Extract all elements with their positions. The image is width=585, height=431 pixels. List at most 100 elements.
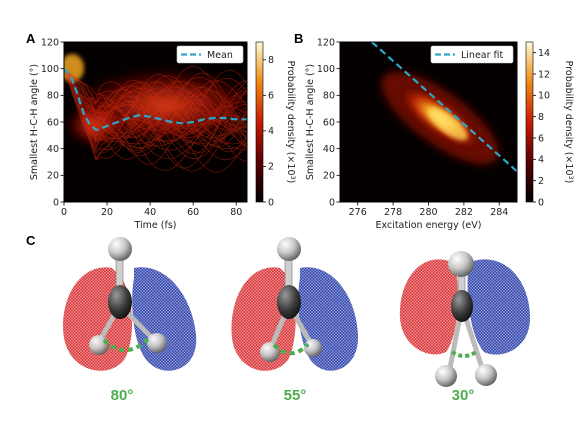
legend-mean-label: Mean bbox=[207, 50, 233, 61]
panel-b-colorbar-ticks: 0 2 4 6 8 10 12 14 bbox=[533, 48, 550, 208]
trajectory-trace bbox=[64, 68, 247, 161]
angle-arc bbox=[272, 342, 310, 356]
panel-a-y-label: Smallest H-C-H angle (°) bbox=[29, 64, 40, 180]
hydrogen-atom bbox=[89, 335, 109, 355]
hydrogen-atom bbox=[448, 251, 474, 277]
y-tick-label: 60 bbox=[323, 117, 335, 128]
blue-orbital-lobe bbox=[467, 259, 530, 355]
molecule-55: 55° bbox=[231, 237, 359, 404]
colorbar-tick-label: 4 bbox=[268, 126, 274, 137]
panel-a-colorbar-label: Probability density (×103) bbox=[285, 61, 297, 184]
blue-orbital-lobe bbox=[132, 267, 197, 371]
panel-a-density bbox=[64, 54, 247, 173]
panel-b-colorbar: 0 2 4 6 8 10 12 14 Probability density (×103) bbox=[525, 41, 575, 208]
colorbar-tick-label: 4 bbox=[538, 155, 544, 166]
trajectory-trace bbox=[64, 68, 247, 142]
legend-fit-label: Linear fit bbox=[461, 50, 504, 61]
angle-label-55: 55° bbox=[284, 387, 307, 404]
panel-a-legend: Mean bbox=[176, 45, 244, 64]
blue-orbital-lobe bbox=[298, 267, 359, 371]
x-tick-label: 282 bbox=[455, 207, 473, 218]
x-tick-label: 20 bbox=[101, 207, 113, 218]
trajectory-trace bbox=[64, 68, 247, 151]
y-tick-label: 0 bbox=[329, 197, 335, 208]
panel-a-colorbar: 0 2 4 6 8 Probability density (×103) bbox=[255, 41, 297, 208]
colorbar-tick-label: 10 bbox=[538, 91, 550, 102]
y-tick-label: 120 bbox=[317, 37, 335, 48]
colorbar-tick-label: 2 bbox=[538, 176, 544, 187]
x-tick-label: 278 bbox=[384, 207, 402, 218]
x-tick-label: 276 bbox=[349, 207, 367, 218]
trajectory-trace bbox=[64, 68, 247, 138]
colorbar-tick-label: 0 bbox=[538, 197, 544, 208]
panel-b-plot: 276 278 280 282 284 0 20 40 60 80 100 120 Excitatio… bbox=[305, 37, 518, 231]
trajectory-trace bbox=[64, 68, 247, 172]
panel-a-x-label: Time (fs) bbox=[134, 220, 177, 231]
panel-c-letter: C bbox=[26, 233, 36, 248]
colorbar-tick-label: 6 bbox=[268, 91, 274, 102]
carbon-atom bbox=[277, 285, 301, 319]
colorbar-tick-label: 14 bbox=[538, 48, 550, 59]
colorbar-tick-label: 8 bbox=[538, 112, 544, 123]
trajectory-trace bbox=[64, 68, 247, 155]
colorbar-tick-label: 6 bbox=[538, 133, 544, 144]
x-tick-label: 40 bbox=[144, 207, 156, 218]
angle-arc bbox=[102, 335, 152, 353]
molecule-80: 80° bbox=[63, 237, 197, 404]
panel-a-axes: 0 20 40 60 80 0 20 40 60 80 100 120 bbox=[41, 37, 242, 218]
y-tick-label: 80 bbox=[47, 91, 59, 102]
trajectory-trace bbox=[64, 68, 247, 165]
y-tick-label: 100 bbox=[317, 64, 335, 75]
y-tick-label: 120 bbox=[41, 37, 59, 48]
trajectory-trace bbox=[64, 68, 247, 159]
y-tick-label: 20 bbox=[323, 171, 335, 182]
hydrogen-atom bbox=[277, 237, 301, 261]
panel-b-y-label: Smallest H-C-H angle (°) bbox=[305, 64, 316, 180]
y-tick-label: 100 bbox=[41, 64, 59, 75]
x-tick-label: 280 bbox=[419, 207, 437, 218]
colorbar-tick-label: 8 bbox=[268, 55, 274, 66]
y-tick-label: 40 bbox=[47, 144, 59, 155]
trajectory-trace bbox=[64, 68, 247, 155]
colorbar-tick-label: 0 bbox=[268, 197, 274, 208]
hydrogen-atom bbox=[435, 365, 457, 387]
x-tick-label: 60 bbox=[187, 207, 199, 218]
trajectory-trace bbox=[64, 68, 247, 138]
mean-curve bbox=[64, 67, 247, 132]
panel-c-molecules: 80° 55° 30° bbox=[63, 237, 530, 404]
trajectory-trace bbox=[64, 68, 247, 131]
x-tick-label: 80 bbox=[230, 207, 242, 218]
hydrogen-atom bbox=[147, 333, 167, 353]
angle-arc bbox=[450, 350, 478, 358]
x-tick-label: 284 bbox=[490, 207, 508, 218]
molecule-30: 30° bbox=[399, 251, 530, 404]
panel-a-plot: 0 20 40 60 80 0 20 40 60 80 100 120 Time (fs) Small… bbox=[29, 37, 248, 231]
hydrogen-atom bbox=[260, 342, 280, 362]
carbon-atom bbox=[108, 285, 132, 319]
trajectory-trace bbox=[64, 68, 247, 146]
carbon-atom bbox=[451, 290, 473, 322]
panel-b-axes: 276 278 280 282 284 0 20 40 60 80 100 120 bbox=[317, 37, 509, 218]
y-tick-label: 0 bbox=[53, 197, 59, 208]
panel-b-x-label: Excitation energy (eV) bbox=[376, 220, 482, 231]
trajectory-trace bbox=[64, 68, 247, 160]
panel-b-letter: B bbox=[294, 31, 303, 46]
colorbar-tick-label: 12 bbox=[538, 69, 550, 80]
x-tick-label: 0 bbox=[61, 207, 67, 218]
y-tick-label: 60 bbox=[47, 117, 59, 128]
y-tick-label: 20 bbox=[47, 171, 59, 182]
panel-b-colorbar-label: Probability density (×103) bbox=[563, 61, 575, 184]
y-tick-label: 80 bbox=[323, 91, 335, 102]
red-orbital-lobe bbox=[399, 259, 458, 355]
panel-a-colorbar-ticks: 0 2 4 6 8 bbox=[263, 55, 274, 208]
angle-label-30: 30° bbox=[452, 387, 475, 404]
angle-label-80: 80° bbox=[111, 387, 134, 404]
trajectory-trace bbox=[64, 68, 247, 173]
trajectory-trace bbox=[64, 68, 247, 144]
panel-a-letter: A bbox=[26, 31, 36, 46]
trajectory-trace bbox=[64, 68, 247, 144]
hydrogen-atom bbox=[108, 237, 132, 261]
colorbar-tick-label: 2 bbox=[268, 162, 274, 173]
trajectory-trace bbox=[64, 68, 247, 149]
